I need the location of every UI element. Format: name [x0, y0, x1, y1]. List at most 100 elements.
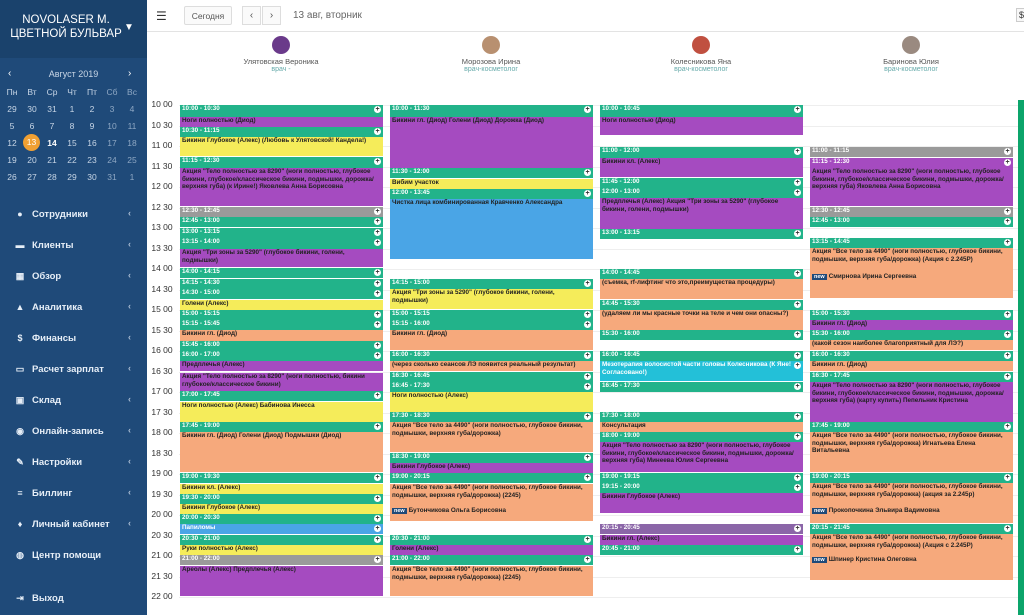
appointment-details[interactable]: (через сколько сеансов ЛЭ появится реаль… — [390, 361, 593, 371]
appointment-time[interactable]: 19:30 - 20:00 + — [180, 494, 383, 504]
appointment-time[interactable]: 12:45 - 13:00 + — [810, 217, 1013, 227]
add-icon[interactable]: + — [584, 352, 591, 359]
appointment-details[interactable]: Бикини гл. (Диод) — [810, 361, 1013, 371]
add-icon[interactable]: + — [1004, 423, 1011, 430]
add-icon[interactable]: + — [1004, 331, 1011, 338]
sidebar-item[interactable]: ▭ Расчет зарплат ‹ — [0, 355, 147, 383]
appointment-details[interactable]: Бикини кл. (Алекс) — [180, 484, 383, 494]
appointment-time[interactable]: 12:30 - 12:45 + — [810, 207, 1013, 217]
add-icon[interactable]: + — [794, 230, 801, 237]
appointment-time[interactable]: 11:30 - 12:00 + — [390, 168, 593, 178]
sidebar-item[interactable]: ▬ Клиенты ‹ — [0, 231, 147, 259]
appointment-time[interactable]: 10:30 - 11:15 + — [180, 127, 383, 137]
add-icon[interactable]: + — [794, 270, 801, 277]
calendar-day[interactable]: 2 — [89, 104, 95, 114]
add-icon[interactable]: + — [584, 106, 591, 113]
appointment-time[interactable]: 20:30 - 21:00 + — [180, 535, 383, 545]
appointment-time[interactable]: 14:30 - 15:00 + — [180, 289, 383, 299]
add-icon[interactable]: + — [794, 352, 801, 359]
appointment-time[interactable]: 11:45 - 12:00 + — [600, 178, 803, 188]
appointment-details[interactable]: (какой сезон наиболее благоприятный для … — [810, 340, 1013, 350]
add-icon[interactable]: + — [374, 515, 381, 522]
add-icon[interactable]: + — [794, 362, 801, 369]
appointment-time[interactable]: 17:30 - 18:30 + — [390, 412, 593, 422]
calendar-day[interactable]: 5 — [9, 121, 15, 131]
appointment-time[interactable]: 15:00 - 15:15 + — [390, 310, 593, 320]
staff-column-header[interactable]: Колесникова Яна врач-косметолог — [646, 36, 756, 73]
add-icon[interactable]: + — [794, 474, 801, 481]
appointment-time[interactable]: 19:00 - 19:15 + — [600, 473, 803, 483]
calendar-day[interactable]: 31 — [47, 104, 57, 114]
calendar-day[interactable]: 15 — [67, 138, 77, 148]
add-icon[interactable]: + — [584, 280, 591, 287]
sidebar-item[interactable]: ≡ Биллинг ‹ — [0, 479, 147, 507]
appointment-details[interactable]: Бикини гл. (Диод) — [390, 330, 593, 350]
appointment-details[interactable]: Ноги полностью (Диод) — [600, 117, 803, 135]
add-icon[interactable]: + — [374, 342, 381, 349]
add-icon[interactable]: + — [374, 423, 381, 430]
add-icon[interactable]: + — [794, 189, 801, 196]
add-icon[interactable]: + — [794, 484, 801, 491]
staff-column-header[interactable]: Баринова Юлия врач-косметолог — [856, 36, 966, 73]
calendar-day[interactable]: 16 — [87, 138, 97, 148]
add-icon[interactable]: + — [374, 556, 381, 563]
add-icon[interactable]: + — [794, 546, 801, 553]
appointment-time[interactable]: 13:15 - 14:00 + — [180, 238, 383, 249]
add-icon[interactable]: + — [794, 433, 801, 440]
appointment-details[interactable]: Акция "Все тело за 4490" (ноги полностью… — [390, 422, 593, 452]
appointment-details[interactable]: Голени (Алекс) — [390, 545, 593, 555]
appointment-time[interactable]: 14:15 - 14:30 + — [180, 279, 383, 289]
calendar-day[interactable]: 17 — [107, 138, 117, 148]
appointment-time[interactable]: 20:45 - 21:00 + — [600, 545, 803, 555]
appointment-time[interactable]: 15:30 - 16:00 + — [810, 330, 1013, 340]
appointment-time[interactable]: 14:45 - 15:30 + — [600, 300, 803, 310]
calendar-day[interactable]: 18 — [127, 138, 137, 148]
calendar-day[interactable]: 8 — [69, 121, 75, 131]
appointment-time[interactable]: Папиломы + — [180, 524, 383, 534]
appointment-details[interactable]: Ноги полностью (Алекс) — [390, 392, 593, 412]
appointment-time[interactable]: 19:00 - 20:15 + — [390, 473, 593, 483]
hamburger-icon[interactable]: ☰ — [156, 9, 167, 23]
calendar-day[interactable]: 21 — [47, 155, 57, 165]
calendar-day[interactable]: 20 — [27, 155, 37, 165]
appointment-time[interactable]: 15:15 - 15:45 + — [180, 320, 383, 330]
add-icon[interactable]: + — [794, 413, 801, 420]
calendar-day[interactable]: 12 — [7, 138, 17, 148]
appointment-details[interactable]: Бикини Глубокое (Алекс) (Любовь к Улятов… — [180, 137, 383, 156]
appointment-details[interactable]: Акция "Все тело за 4490" (ноги полностью… — [390, 484, 593, 507]
add-icon[interactable]: + — [584, 454, 591, 461]
calendar-day[interactable]: 10 — [107, 121, 117, 131]
add-icon[interactable]: + — [794, 525, 801, 532]
add-icon[interactable]: + — [374, 106, 381, 113]
appointment-time[interactable]: 16:00 - 16:30 + — [390, 351, 593, 361]
appointment-details[interactable]: Бикини гл. (Диод) — [810, 320, 1013, 330]
appointment-time[interactable]: 11:00 - 11:15 + — [810, 147, 1013, 157]
add-icon[interactable]: + — [374, 280, 381, 287]
calendar-day[interactable]: 27 — [27, 172, 37, 182]
appointment-details[interactable]: new Бутончикова Ольга Борисовна — [390, 507, 593, 521]
appointment-details[interactable]: Бикини гл. (Диод) Голени (Диод) Подмышки… — [180, 432, 383, 472]
calendar-day[interactable]: 13 — [23, 134, 40, 151]
appointment-time[interactable]: 11:15 - 12:30 + — [810, 158, 1013, 168]
appointment-time[interactable]: 17:45 - 19:00 + — [810, 422, 1013, 432]
appointment-details[interactable]: Бикини Глубокое (Алекс) — [180, 504, 383, 514]
add-icon[interactable]: + — [374, 239, 381, 246]
calendar-day[interactable]: 29 — [7, 104, 17, 114]
appointment-details[interactable]: Голени (Алекс) — [180, 300, 383, 310]
appointment-time[interactable]: 12:00 - 13:45 + — [390, 189, 593, 199]
calendar-day[interactable]: 1 — [69, 104, 75, 114]
appointment-details[interactable]: Предплечья (Алекс) — [180, 361, 383, 371]
add-icon[interactable]: + — [374, 229, 381, 236]
appointment-time[interactable]: 19:00 - 19:30 + — [180, 473, 383, 483]
appointment-time[interactable]: Мезотерапия волосистой части головы Коле… — [600, 361, 803, 381]
appointment-time[interactable]: 10:00 - 10:45 + — [600, 105, 803, 117]
appointment-details[interactable]: new Прокопочкина Эльвира Вадимовна — [810, 507, 1013, 523]
sidebar-item[interactable]: ♦ Личный кабинет ‹ — [0, 510, 147, 538]
calendar-day[interactable]: 30 — [27, 104, 37, 114]
appointment-details[interactable]: new Смирнова Ирина Сергеевна — [810, 273, 1013, 298]
add-icon[interactable]: + — [584, 383, 591, 390]
add-icon[interactable]: + — [374, 311, 381, 318]
calendar-day[interactable]: 7 — [49, 121, 55, 131]
calendar-day[interactable]: 19 — [7, 155, 17, 165]
appointment-time[interactable]: 16:45 - 17:30 + — [390, 382, 593, 392]
